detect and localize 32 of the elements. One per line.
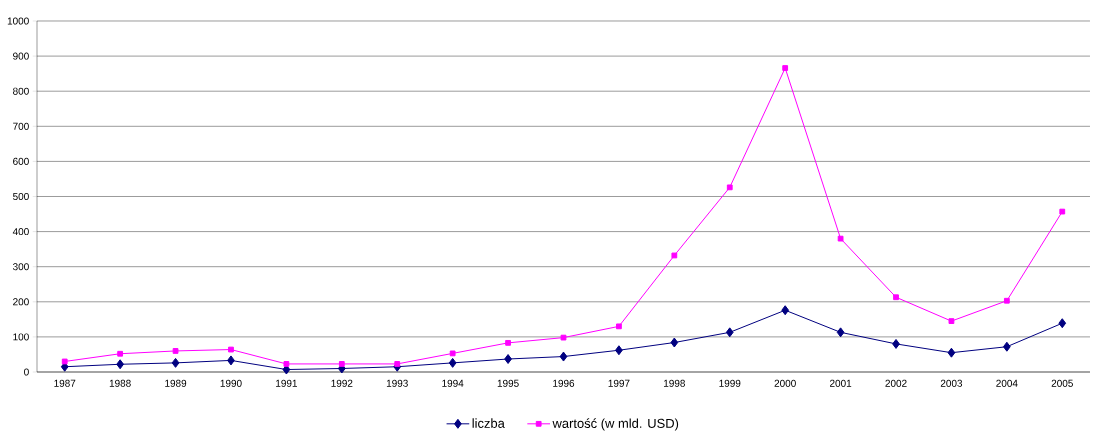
- y-tick-label: 400: [12, 228, 29, 236]
- x-tick-label: 1992: [331, 379, 353, 387]
- y-tick-label: 300: [12, 263, 29, 271]
- x-tick-label: 1987: [54, 379, 76, 387]
- y-tick-label: 700: [13, 122, 29, 130]
- y-tick-label: 1000: [7, 17, 29, 25]
- legend-label: liczba: [472, 418, 505, 428]
- x-tick-label: 1990: [220, 379, 242, 387]
- y-tick-label: 900: [13, 52, 29, 60]
- x-tick-label: 2004: [996, 379, 1018, 387]
- x-tick-label: 1998: [664, 379, 685, 387]
- x-tick-label: 2000: [774, 379, 796, 387]
- legend-label: wartość (w mld. USD): [552, 418, 679, 431]
- y-tick-label: 200: [13, 298, 29, 306]
- x-tick-label: 1991: [276, 379, 297, 387]
- y-tick-label: 600: [13, 157, 29, 165]
- x-tick-label: 2003: [940, 379, 963, 387]
- y-tick-label: 500: [13, 192, 29, 201]
- y-tick-label: 100: [13, 333, 29, 341]
- x-tick-label: 1988: [109, 379, 131, 387]
- y-tick-label: 0: [24, 368, 29, 376]
- x-tick-label: 2005: [1051, 379, 1073, 387]
- x-tick-label: 1989: [165, 379, 187, 387]
- x-tick-label: 2001: [830, 379, 852, 387]
- x-tick-label: 1999: [719, 379, 741, 387]
- x-tick-label: 1995: [497, 379, 519, 387]
- x-tick-label: 1997: [608, 379, 630, 387]
- y-tick-label: 800: [13, 87, 29, 95]
- x-tick-label: 2002: [885, 379, 907, 387]
- x-tick-label: 1994: [442, 379, 464, 387]
- x-tick-label: 1996: [553, 379, 575, 387]
- x-tick-label: 1993: [386, 379, 408, 387]
